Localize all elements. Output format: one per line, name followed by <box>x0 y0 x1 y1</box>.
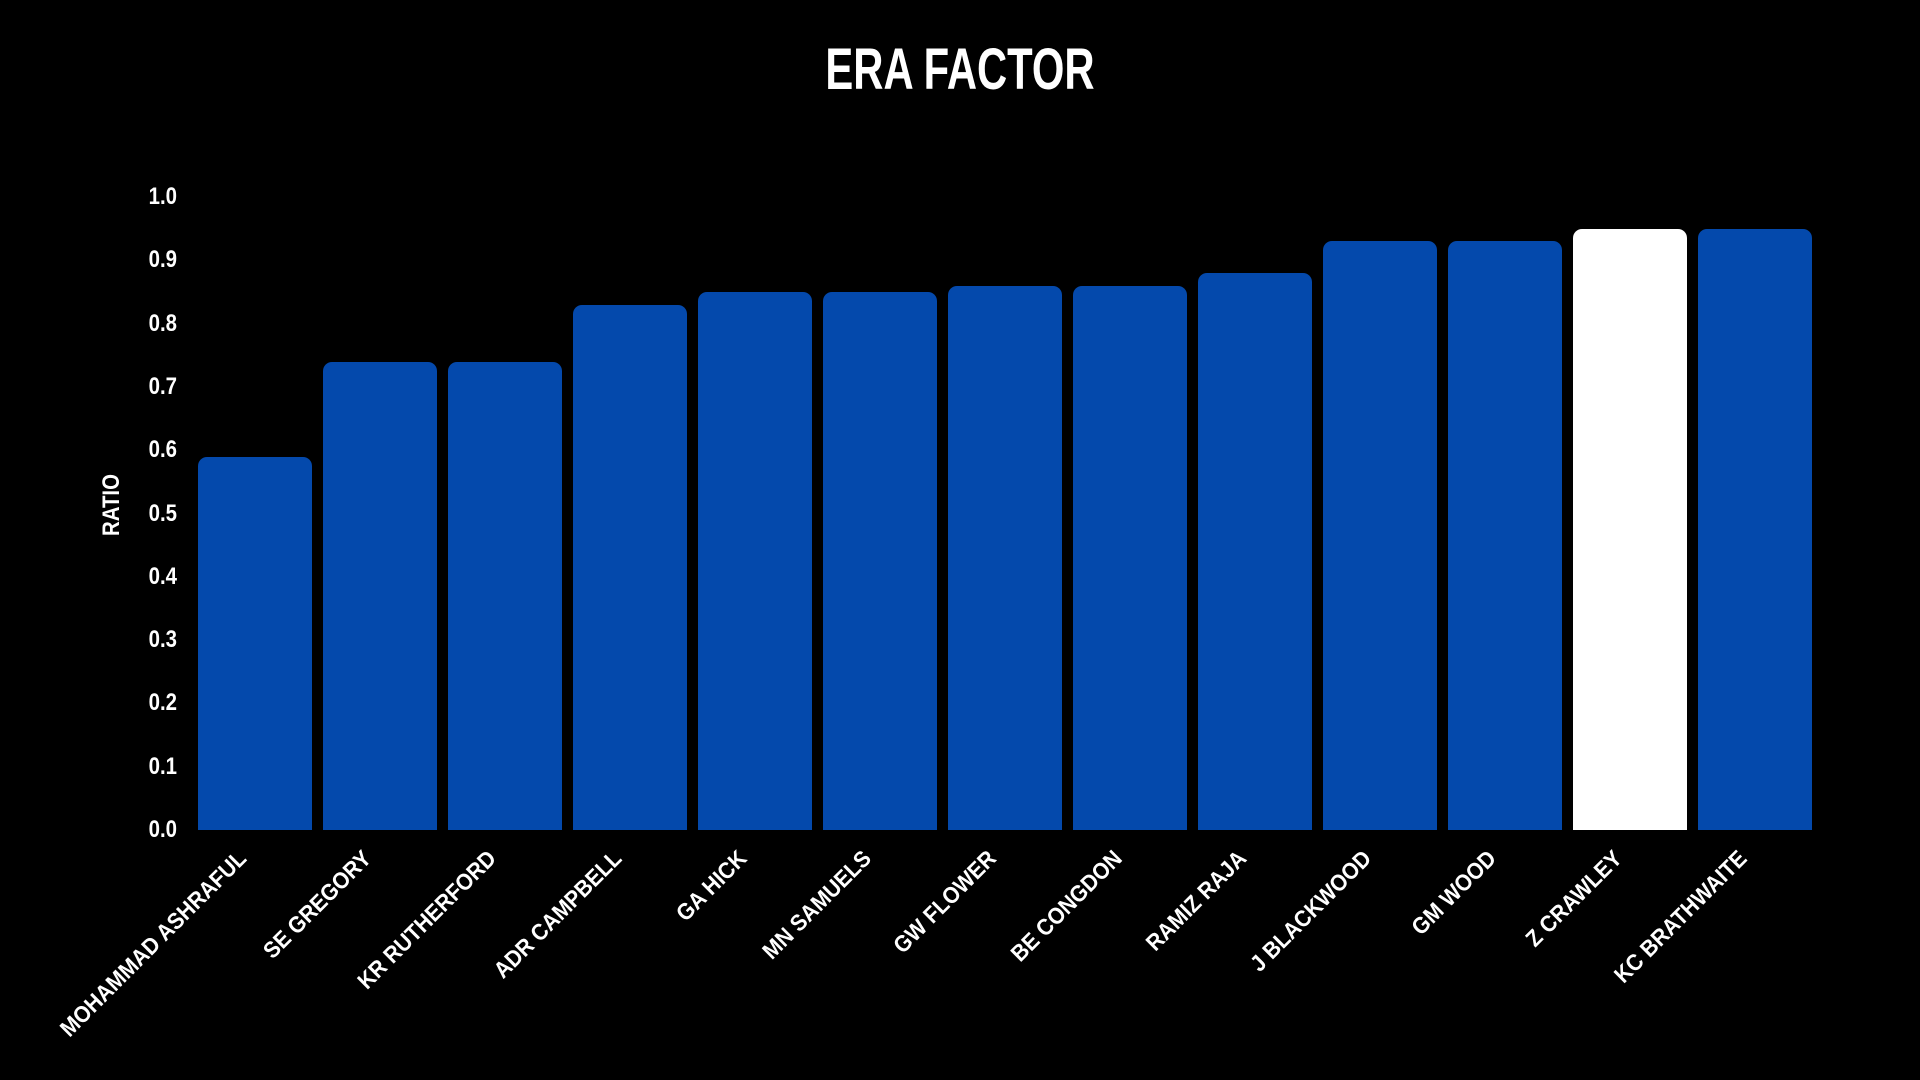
x-tick-label-gm-wood: GM WOOD <box>1406 845 1502 940</box>
y-tick-label-0.8: 0.8 <box>148 309 177 337</box>
y-tick-label-0.4: 0.4 <box>148 562 177 590</box>
bar-se-gregory <box>323 361 437 830</box>
x-tick-label-gw-flower: GW FLOWER <box>888 845 1002 959</box>
y-tick-label-0.5: 0.5 <box>148 499 177 527</box>
x-tick-label-ramiz-raja: RAMIZ RAJA <box>1140 845 1252 956</box>
x-tick-label-j-blackwood: J BLACKWOOD <box>1244 845 1377 977</box>
bar-gm-wood <box>1448 241 1562 830</box>
x-tick-label-mn-samuels: MN SAMUELS <box>757 845 877 964</box>
x-tick-label-kc-brathwaite: KC BRATHWAITE <box>1608 845 1752 988</box>
x-tick-label-be-congdon: BE CONGDON <box>1004 845 1127 967</box>
bar-ga-hick <box>698 291 812 830</box>
bar-adr-campbell <box>573 304 687 830</box>
x-tick-label-ga-hick: GA HICK <box>670 845 752 927</box>
y-tick-label-0.3: 0.3 <box>148 626 177 654</box>
y-tick-label-0.9: 0.9 <box>148 246 177 274</box>
x-tick-label-mohammad-ashraful: MOHAMMAD ASHRAFUL <box>54 845 252 1042</box>
bar-mn-samuels <box>823 291 937 830</box>
bar-z-crawley <box>1573 228 1687 830</box>
x-tick-label-z-crawley: Z CRAWLEY <box>1519 845 1627 952</box>
bar-ramiz-raja <box>1198 272 1312 830</box>
y-tick-label-0.2: 0.2 <box>148 689 177 717</box>
y-tick-label-0.1: 0.1 <box>148 752 177 780</box>
bar-j-blackwood <box>1323 241 1437 830</box>
chart-title: ERA FACTOR <box>825 37 1095 102</box>
bar-kr-rutherford <box>448 361 562 830</box>
x-tick-label-se-gregory: SE GREGORY <box>257 845 377 964</box>
x-tick-label-adr-campbell: ADR CAMPBELL <box>488 845 627 984</box>
bar-kc-brathwaite <box>1698 228 1812 830</box>
bar-gw-flower <box>948 285 1062 830</box>
y-tick-label-0.7: 0.7 <box>148 372 177 400</box>
bar-mohammad-ashraful <box>198 456 312 830</box>
y-tick-label-0.0: 0.0 <box>148 816 177 843</box>
y-tick-label-1.0: 1.0 <box>148 183 177 210</box>
y-tick-label-0.6: 0.6 <box>148 436 177 464</box>
bar-be-congdon <box>1073 285 1187 830</box>
x-tick-label-kr-rutherford: KR RUTHERFORD <box>352 845 502 994</box>
